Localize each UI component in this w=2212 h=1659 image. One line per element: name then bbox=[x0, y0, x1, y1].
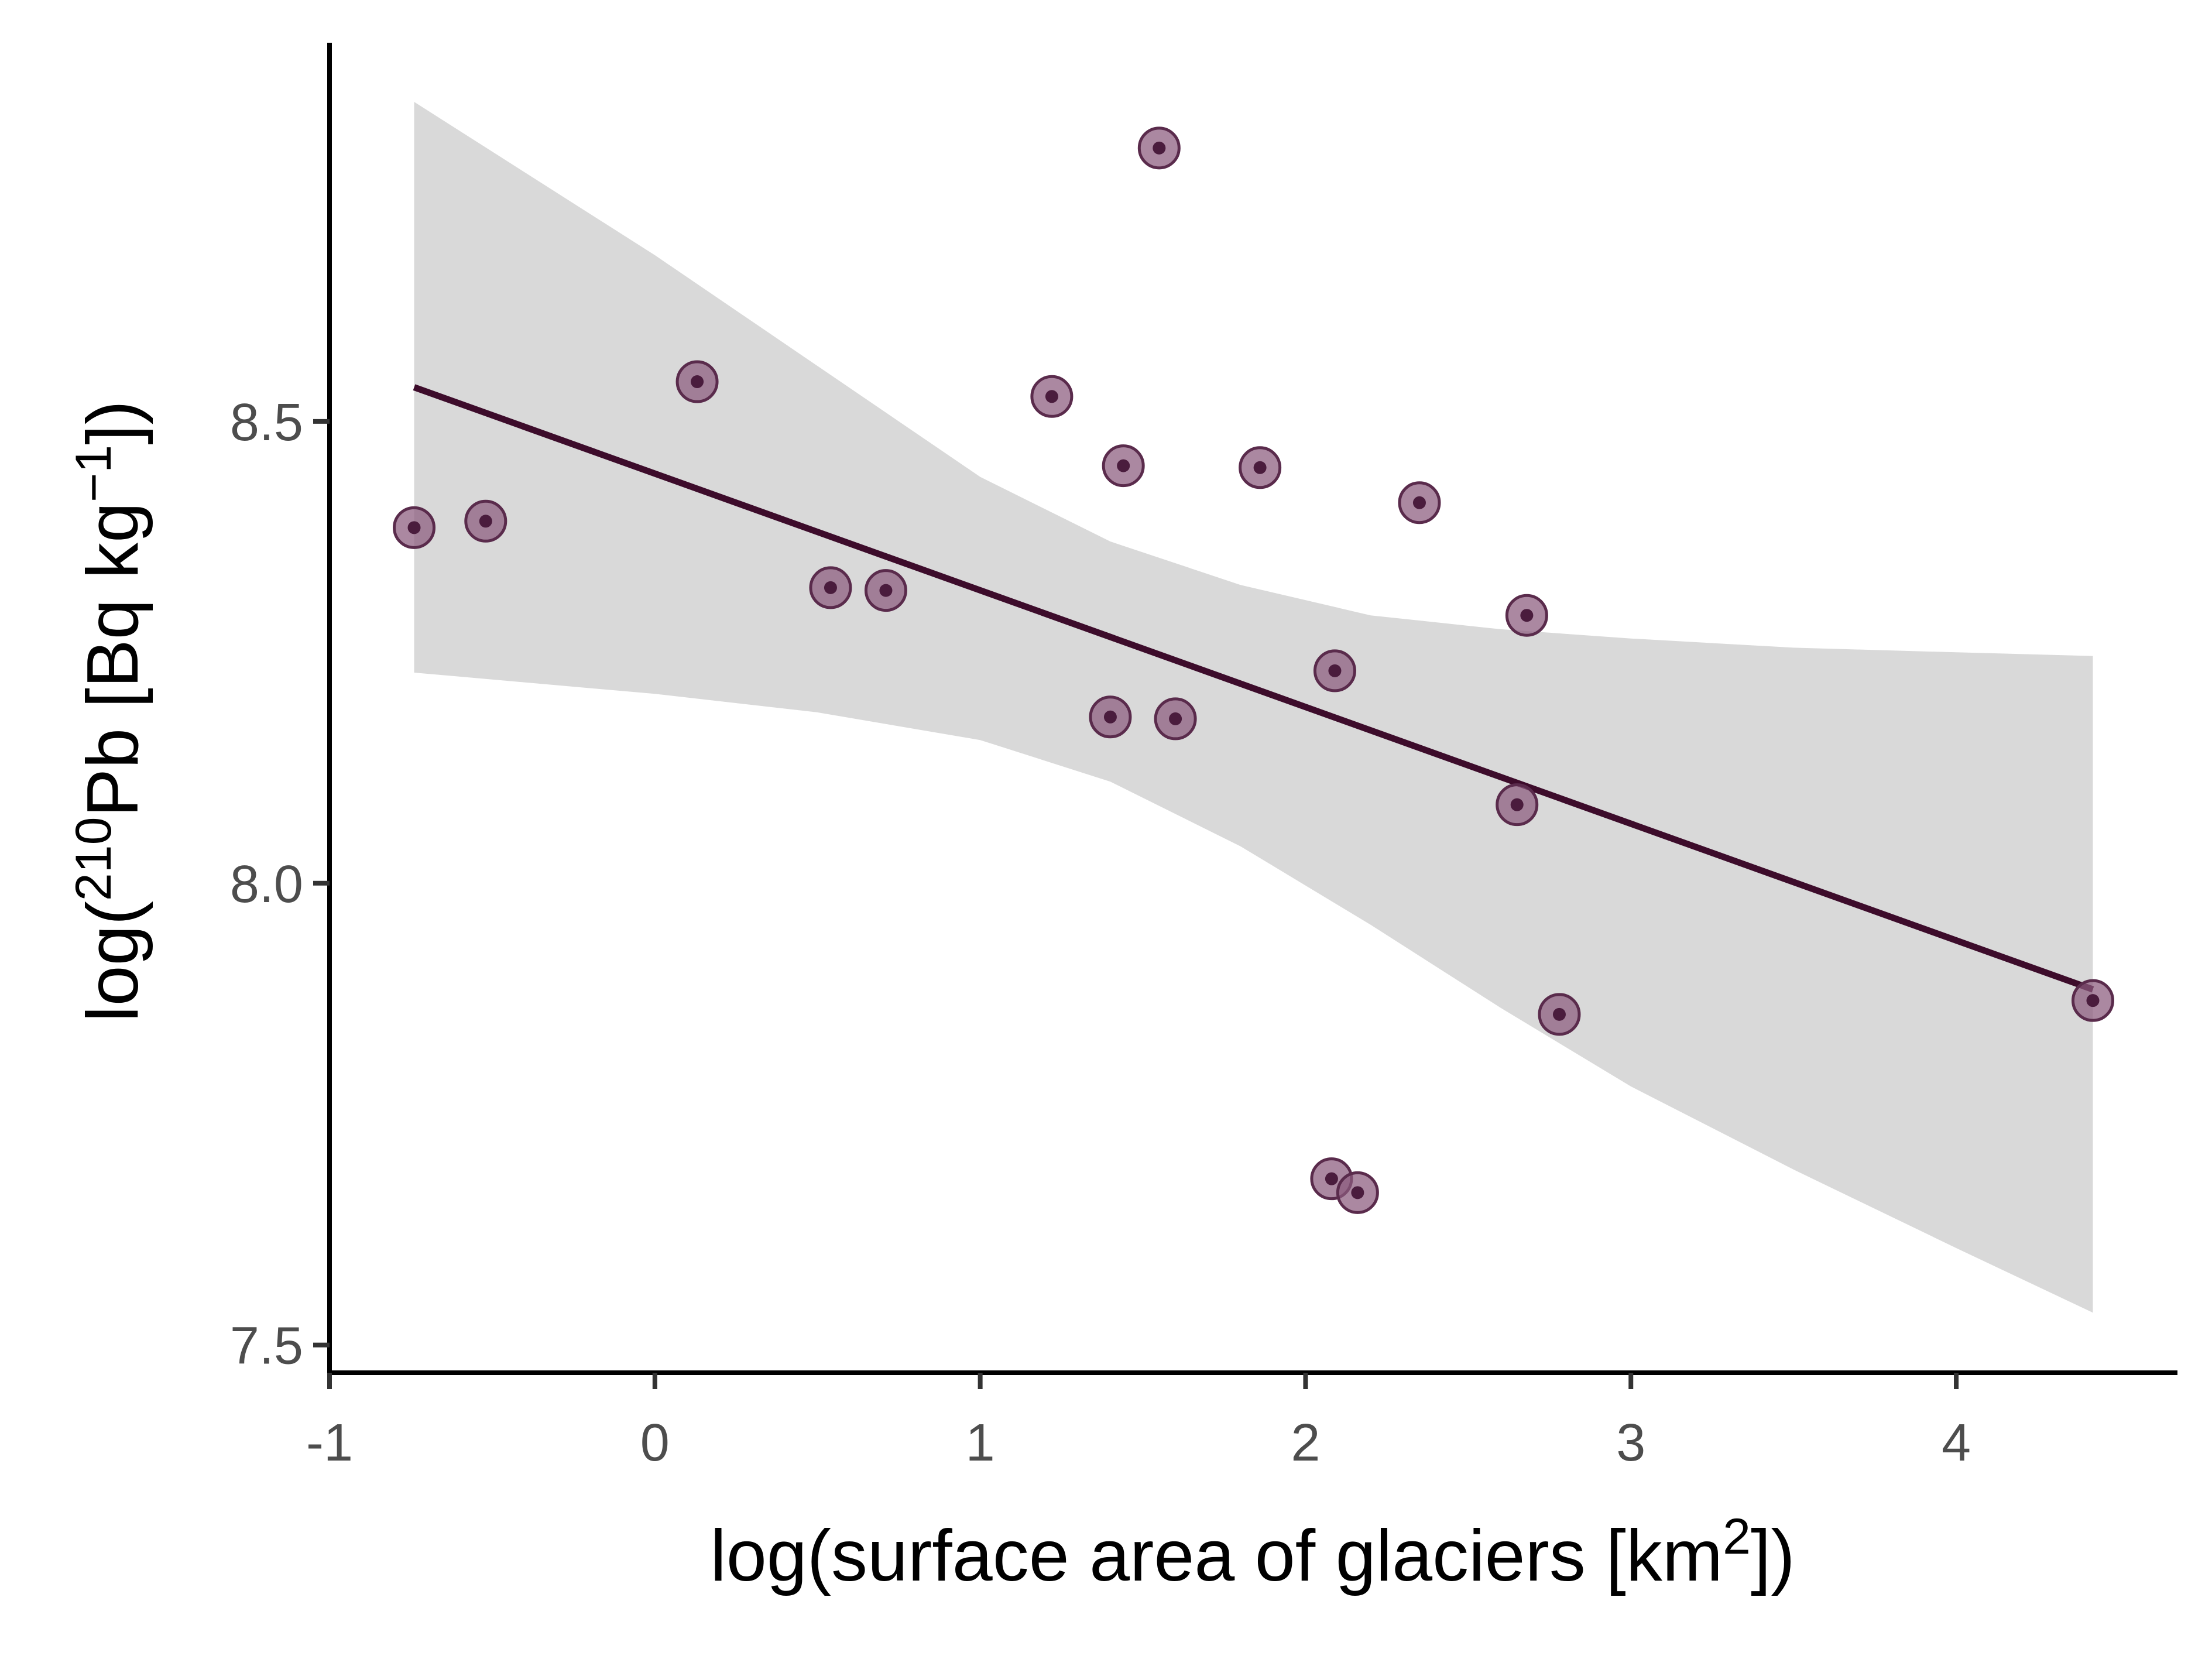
regression-line-layer bbox=[413, 384, 2094, 993]
x-tick-label: 4 bbox=[1942, 1414, 1971, 1472]
data-point bbox=[1239, 446, 1282, 489]
confidence-band-layer bbox=[414, 102, 2093, 1313]
data-point-center bbox=[2086, 994, 2100, 1007]
y-tick-label: 7.5 bbox=[230, 1317, 303, 1376]
data-point-center bbox=[1351, 1186, 1364, 1199]
data-point-center bbox=[1325, 1172, 1338, 1185]
x-tick-label: 1 bbox=[966, 1414, 995, 1472]
data-point-center bbox=[824, 581, 837, 594]
data-point-center bbox=[1253, 461, 1267, 474]
data-point-center bbox=[879, 584, 893, 597]
data-point bbox=[1030, 375, 1074, 418]
data-point-center bbox=[1045, 390, 1058, 403]
data-point bbox=[393, 506, 436, 549]
data-point bbox=[1154, 697, 1197, 741]
data-point bbox=[464, 499, 507, 543]
data-point bbox=[1102, 444, 1145, 488]
y-tick-label: 8.0 bbox=[230, 855, 303, 914]
data-point bbox=[1398, 481, 1441, 525]
x-tick-label: 0 bbox=[640, 1414, 670, 1472]
data-point-center bbox=[1153, 141, 1166, 155]
data-point-center bbox=[1552, 1007, 1566, 1021]
regression-line bbox=[413, 384, 2094, 993]
data-points-layer bbox=[393, 126, 2114, 1214]
axes bbox=[327, 43, 2177, 1375]
y-axis-title: log(210Pb [Bq kg−1]) bbox=[66, 400, 153, 1022]
x-axis-title: log(surface area of glaciers [km2]) bbox=[710, 1509, 1795, 1596]
data-point-center bbox=[1412, 496, 1426, 509]
data-point bbox=[1089, 695, 1132, 739]
data-point-center bbox=[1520, 609, 1534, 622]
data-point bbox=[1538, 993, 1581, 1036]
data-point-center bbox=[1328, 664, 1342, 677]
data-point bbox=[1313, 649, 1356, 693]
data-point bbox=[809, 566, 852, 609]
data-point bbox=[1137, 126, 1181, 170]
data-point-center bbox=[1103, 710, 1117, 724]
data-point bbox=[2071, 979, 2114, 1022]
x-tick-label: 2 bbox=[1291, 1414, 1320, 1472]
data-point bbox=[1505, 594, 1548, 637]
data-point-center bbox=[1510, 798, 1524, 811]
y-tick-label: 8.5 bbox=[230, 393, 303, 452]
confidence-band bbox=[414, 102, 2093, 1313]
data-point bbox=[1496, 783, 1539, 827]
ticks: -1 0 1 2 3 4 7.5 8.0 8.5 bbox=[230, 393, 1971, 1472]
data-point bbox=[675, 360, 719, 403]
data-point-center bbox=[407, 521, 421, 534]
x-tick-label: 3 bbox=[1616, 1414, 1645, 1472]
data-point-center bbox=[1117, 459, 1130, 472]
data-point bbox=[864, 569, 907, 612]
data-point bbox=[1336, 1171, 1379, 1214]
data-point-center bbox=[1169, 712, 1182, 725]
x-tick-label: -1 bbox=[306, 1414, 353, 1472]
data-point-center bbox=[479, 515, 492, 528]
data-point-center bbox=[691, 375, 704, 389]
